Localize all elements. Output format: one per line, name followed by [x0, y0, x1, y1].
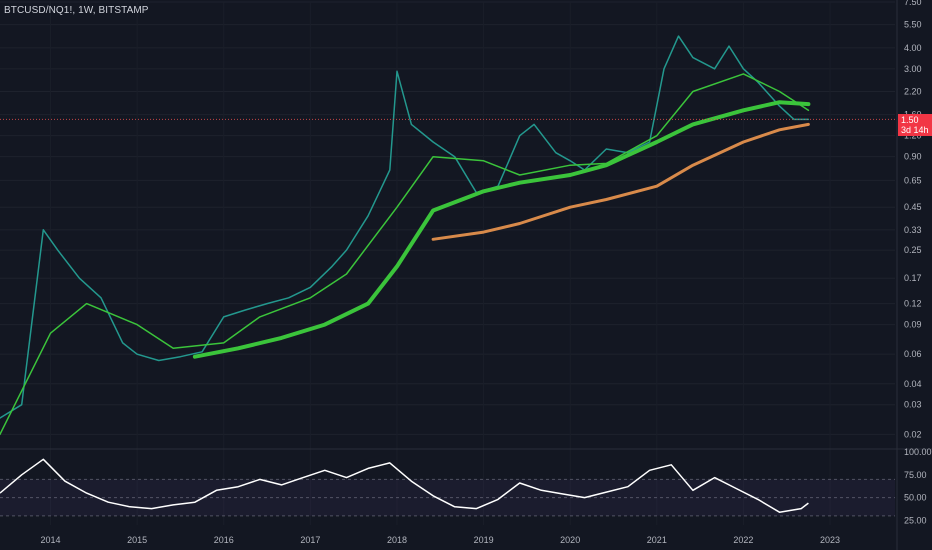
y-tick-label: 0.33	[904, 225, 922, 235]
x-tick-label: 2022	[733, 535, 753, 545]
y-tick-label: 0.02	[904, 429, 922, 439]
y-tick-label: 0.12	[904, 299, 922, 309]
y-tick-label: 0.03	[904, 400, 922, 410]
long-ma-line	[431, 122, 810, 241]
x-tick-label: 2018	[387, 535, 407, 545]
y-tick-label: 0.90	[904, 152, 922, 162]
price-pane	[0, 1, 895, 525]
x-tick-label: 2020	[560, 535, 580, 545]
x-tick-label: 2021	[647, 535, 667, 545]
rsi-tick-label: 50.00	[904, 493, 927, 503]
rsi-pane	[0, 458, 895, 517]
chart-title: BTCUSD/NQ1!, 1W, BITSTAMP	[4, 5, 149, 16]
y-tick-label: 0.65	[904, 175, 922, 185]
y-tick-label: 3.00	[904, 64, 922, 74]
x-tick-label: 2015	[127, 535, 147, 545]
y-tick-label: 0.17	[904, 273, 922, 283]
rsi-tick-label: 100.00	[904, 447, 932, 457]
rsi-tick-label: 25.00	[904, 515, 927, 525]
rsi-line	[0, 458, 809, 513]
last-price-value: 1.50	[901, 115, 919, 125]
x-axis: 2014 2015 2016 2017 2018 2019 2020 2021 2022 2023	[41, 535, 841, 545]
rsi-band-fill	[0, 479, 895, 516]
y-tick-label: 7.50	[904, 0, 922, 7]
x-tick-label: 2017	[300, 535, 320, 545]
rsi-tick-label: 75.00	[904, 470, 927, 480]
y-tick-label: 0.09	[904, 320, 922, 330]
y-tick-label: 5.50	[904, 20, 922, 30]
x-tick-label: 2019	[474, 535, 494, 545]
y-tick-label: 4.00	[904, 43, 922, 53]
y-tick-label: 0.25	[904, 245, 922, 255]
slow-ma-line	[192, 100, 811, 359]
fast-ma-line	[0, 73, 810, 436]
y-tick-label: 0.04	[904, 379, 922, 389]
last-price-badge: 1.50 3d 14h	[898, 114, 932, 136]
bar-countdown: 3d 14h	[901, 125, 929, 135]
x-tick-label: 2014	[41, 535, 61, 545]
y-tick-label: 2.20	[904, 86, 922, 96]
x-tick-label: 2023	[820, 535, 840, 545]
y-tick-label: 0.45	[904, 202, 922, 212]
y-tick-label: 0.06	[904, 349, 922, 359]
price-line	[0, 35, 810, 419]
x-tick-label: 2016	[214, 535, 234, 545]
